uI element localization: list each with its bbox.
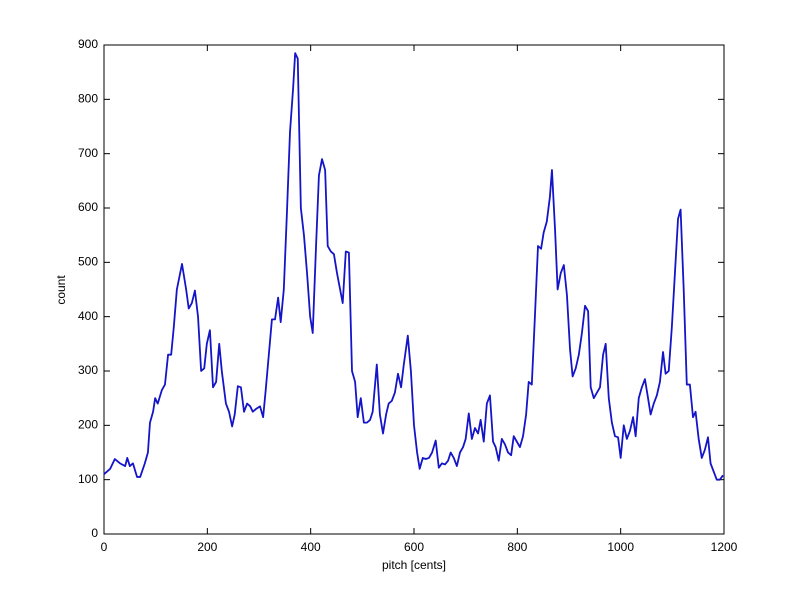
y-tick-label: 800 [78,92,98,106]
y-tick-label: 500 [78,255,98,269]
y-tick-label: 700 [78,146,98,160]
x-axis-label: pitch [cents] [382,558,446,572]
y-axis-label: count [54,275,68,305]
x-tick-label: 400 [301,540,321,554]
x-tick-label: 1200 [711,540,738,554]
y-tick-label: 600 [78,200,98,214]
x-tick-label: 200 [197,540,217,554]
x-tick-label: 0 [101,540,108,554]
y-tick-label: 200 [78,418,98,432]
y-tick-label: 300 [78,363,98,377]
y-tick-label: 900 [78,37,98,51]
plot-area [103,44,725,535]
y-tick-label: 0 [91,526,98,540]
y-tick-label: 100 [78,472,98,486]
x-tick-label: 600 [404,540,424,554]
x-tick-label: 1000 [607,540,634,554]
x-tick-label: 800 [507,540,527,554]
data-line [103,52,724,481]
y-tick-label: 400 [78,309,98,323]
